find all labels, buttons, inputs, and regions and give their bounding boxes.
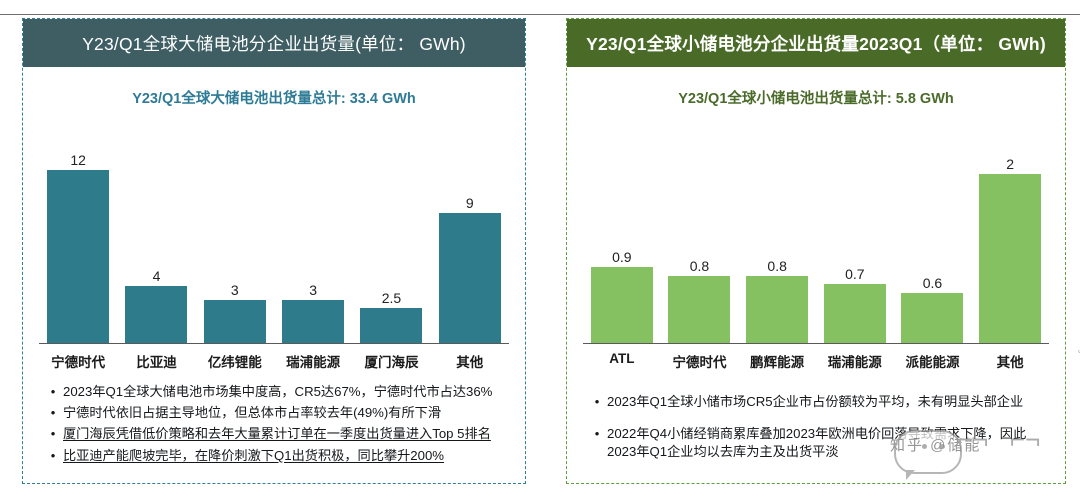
bar-value-label: 0.8 <box>689 258 710 274</box>
left-chart-panel: Y23/Q1全球大储电池分企业出货量(单位： GWh) Y23/Q1全球大储电池… <box>22 18 526 484</box>
note-text: 2023年Q1全球小储市场CR5企业市占份额较为平均，未有明显头部企业 <box>607 394 1024 409</box>
top-divider <box>0 14 1080 15</box>
bar-value-label: 0.8 <box>767 258 787 274</box>
note-item: • 比亚迪产能爬坡完毕，在降价刺激下Q1出货积极，同比攀升200% <box>37 447 515 465</box>
bar <box>746 276 809 344</box>
x-axis-tick-label: 鹏辉能源 <box>750 355 805 370</box>
x-axis-tick-label: 比亚迪 <box>136 355 177 370</box>
x-axis-tick-label: ATL <box>609 351 635 366</box>
bar-column: 0.7 <box>821 122 889 344</box>
note-item: • 厦门海辰凭借低价策略和去年大量累计订单在一季度出货量进入Top 5排名 <box>37 425 515 443</box>
bar-value-label: 2.5 <box>381 290 402 306</box>
bar-column: 0.6 <box>898 122 966 344</box>
bar <box>668 276 731 344</box>
bar-value-label: 3 <box>309 282 318 298</box>
bar-column: 0.8 <box>743 122 811 344</box>
right-x-axis-labels: ATL 宁德时代 鹏辉能源 瑞浦能源 派能能源 其他 <box>583 344 1049 371</box>
bar-value-label: 0.9 <box>612 249 632 265</box>
left-notes-list: • 2023年Q1全球大储电池市场集中度高，CR5达67%，宁德时代市占达36% •… <box>37 383 515 465</box>
left-axis-line <box>39 342 509 344</box>
bar-column: 0.9 <box>588 122 656 344</box>
bar <box>438 213 501 344</box>
note-text: 比亚迪产能爬坡完毕，在降价刺激下Q1出货积极，同比攀升200% <box>63 447 445 463</box>
bar-value-label: 0.7 <box>845 266 865 282</box>
note-text: 2023年Q1全球大储电池市场集中度高，CR5达67%，宁德时代市占达36% <box>63 384 493 399</box>
left-x-axis-labels: 宁德时代 比亚迪 亿纬锂能 瑞浦能源 厦门海辰 其他 <box>39 344 509 371</box>
bullet-dot-icon: • <box>50 405 56 421</box>
bar-column: 9 <box>436 122 505 344</box>
bullet-dot-icon: • <box>50 426 56 442</box>
bar <box>979 174 1042 344</box>
note-text: 2022年Q4小储经销商累库叠加2023年欧洲电价回落导致需求下降，因此2023… <box>607 426 1027 460</box>
x-axis-tick-label: 宁德时代 <box>51 355 106 370</box>
note-text: 宁德时代依旧占据主导地位，但总体市占率较去年(49%)有所下滑 <box>63 405 442 421</box>
bar <box>823 284 886 344</box>
bullet-dot-icon: • <box>50 384 56 399</box>
bar-column: 2 <box>976 122 1044 344</box>
bar-value-label: 4 <box>152 268 161 284</box>
note-item: • 2023年Q1全球大储电池市场集中度高，CR5达67%，宁德时代市占达36% <box>37 383 515 401</box>
left-plot-area: 12 4 3 3 2.5 9 <box>39 122 509 344</box>
bar-column: 3 <box>201 122 270 344</box>
right-notes-list: • 2023年Q1全球小储市场CR5企业市占份额较为平均，未有明显头部企业 • 202… <box>581 393 1055 462</box>
right-panel-header: Y23/Q1全球小储电池分企业出货量2023Q1（单位： GWh) <box>567 19 1065 67</box>
note-item: • 2023年Q1全球小储市场CR5企业市占份额较为平均，未有明显头部企业 <box>581 393 1055 411</box>
bar <box>47 170 110 344</box>
x-axis-tick-label: 亿纬锂能 <box>207 355 262 370</box>
note-item: • 宁德时代依旧占据主导地位，但总体市占率较去年(49%)有所下滑 <box>37 404 515 422</box>
bar-value-label: 2 <box>1006 156 1014 172</box>
left-panel-header: Y23/Q1全球大储电池分企业出货量(单位： GWh) <box>23 19 525 67</box>
x-axis-tick-label: 其他 <box>456 355 484 370</box>
x-axis-tick-label: 派能能源 <box>905 355 960 370</box>
right-bar-chart: 0.9 0.8 0.8 0.7 0.6 2 <box>583 122 1049 344</box>
x-axis-tick-label: 宁德时代 <box>672 355 727 370</box>
bar-column: 0.8 <box>665 122 733 344</box>
right-chart-panel: Y23/Q1全球小储电池分企业出货量2023Q1（单位： GWh) Y23/Q1… <box>566 18 1066 484</box>
bar-column: 2.5 <box>357 122 426 344</box>
right-panel-subtitle: Y23/Q1全球小储电池出货量总计: 5.8 GWh <box>678 91 954 107</box>
right-plot-area: 0.9 0.8 0.8 0.7 0.6 2 <box>583 122 1049 344</box>
bar-value-label: 12 <box>70 152 86 168</box>
bar <box>360 308 423 344</box>
bar-column: 3 <box>279 122 348 344</box>
bullet-dot-icon: • <box>594 426 600 442</box>
x-axis-tick-label: 瑞浦能源 <box>827 355 882 370</box>
bar <box>125 286 188 344</box>
bar-value-label: 9 <box>465 195 474 211</box>
bullet-dot-icon: • <box>594 394 600 409</box>
left-bar-chart: 12 4 3 3 2.5 9 <box>39 122 509 344</box>
x-axis-tick-label: 瑞浦能源 <box>286 355 341 370</box>
bar <box>901 293 964 344</box>
bar <box>203 300 266 344</box>
note-item: • 2022年Q4小储经销商累库叠加2023年欧洲电价回落导致需求下降，因此202… <box>581 425 1055 461</box>
bar-column: 12 <box>44 122 113 344</box>
bar-value-label: 0.6 <box>922 275 943 291</box>
note-text: 厦门海辰凭借低价策略和去年大量累计订单在一季度出货量进入Top 5排名 <box>63 426 491 442</box>
left-panel-subtitle: Y23/Q1全球大储电池出货量总计: 33.4 GWh <box>132 91 416 107</box>
x-axis-tick-label: 厦门海辰 <box>364 355 419 370</box>
bullet-dot-icon: • <box>50 447 56 463</box>
x-axis-tick-label: 其他 <box>996 355 1024 370</box>
bar <box>282 300 345 344</box>
right-axis-line <box>583 342 1049 344</box>
right-header-title: Y23/Q1全球小储电池分企业出货量2023Q1（单位： GWh) <box>586 33 1046 54</box>
bar <box>590 267 653 344</box>
bar-column: 4 <box>122 122 191 344</box>
left-header-title: Y23/Q1全球大储电池分企业出货量(单位： GWh) <box>82 33 466 54</box>
bar-value-label: 3 <box>230 282 239 298</box>
